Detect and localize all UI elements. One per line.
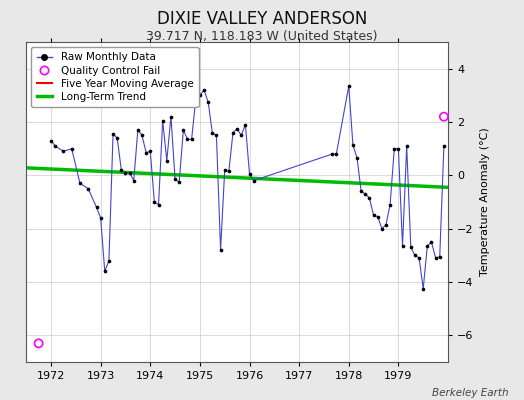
Point [208,130,216,136]
Point [390,146,398,152]
Point [328,151,336,157]
Point [129,178,138,184]
Point [435,254,444,260]
Point [357,188,365,194]
Point [195,92,204,98]
Point [411,252,419,258]
Point [245,171,254,177]
Point [117,167,126,173]
Point [402,143,411,149]
Point [378,226,386,232]
Point [188,136,196,142]
Point [158,118,167,124]
Point [221,167,229,173]
Point [386,202,394,208]
Point [125,170,134,176]
Y-axis label: Temperature Anomaly (°C): Temperature Anomaly (°C) [481,128,490,276]
Point [179,127,188,133]
Point [345,83,353,89]
Point [216,247,225,253]
Point [415,255,423,261]
Point [76,180,84,186]
Point [51,143,59,149]
Point [398,243,407,249]
Point [237,132,245,138]
Point [200,87,208,93]
Point [59,148,68,154]
Point [369,212,378,218]
Point [92,204,101,210]
Legend: Raw Monthly Data, Quality Control Fail, Five Year Moving Average, Long-Term Tren: Raw Monthly Data, Quality Control Fail, … [31,47,199,107]
Point [332,151,341,157]
Point [440,114,448,120]
Point [84,186,92,192]
Point [382,222,390,228]
Point [142,150,150,156]
Point [440,143,448,149]
Point [249,178,258,184]
Point [233,126,242,132]
Point [394,146,402,152]
Point [138,132,146,138]
Point [353,155,361,161]
Point [374,214,382,220]
Point [150,199,159,205]
Point [204,99,212,105]
Text: Berkeley Earth: Berkeley Earth [432,388,508,398]
Point [146,148,155,154]
Point [407,244,415,250]
Point [229,130,237,136]
Point [419,286,428,292]
Point [47,138,55,144]
Point [155,202,163,208]
Point [113,135,122,141]
Point [35,340,43,346]
Point [68,146,76,152]
Text: 39.717 N, 118.183 W (United States): 39.717 N, 118.183 W (United States) [146,30,378,43]
Point [225,168,233,174]
Point [105,258,113,264]
Point [427,239,435,245]
Point [175,179,183,185]
Point [365,195,374,201]
Point [101,268,109,274]
Point [121,170,129,176]
Point [423,243,432,249]
Point [241,122,249,128]
Point [212,132,221,138]
Point [348,142,357,148]
Point [183,136,192,142]
Point [431,255,440,261]
Point [171,176,179,182]
Point [162,158,171,164]
Point [109,131,117,137]
Point [192,96,200,102]
Point [167,114,175,120]
Point [361,191,369,197]
Point [134,127,142,133]
Text: DIXIE VALLEY ANDERSON: DIXIE VALLEY ANDERSON [157,10,367,28]
Point [96,215,105,221]
